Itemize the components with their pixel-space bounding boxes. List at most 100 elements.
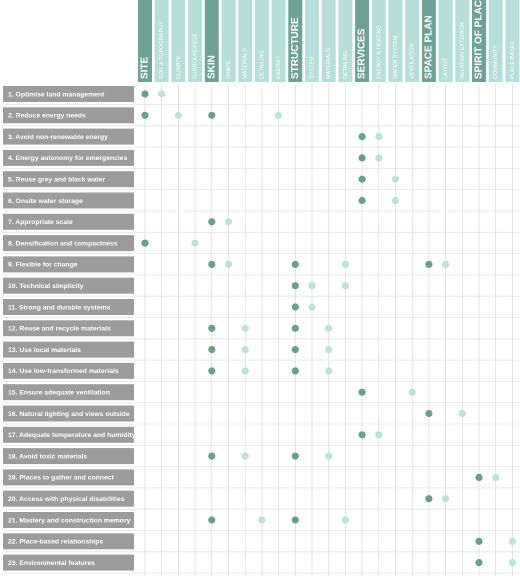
row-header	[3, 469, 134, 486]
dot	[291, 452, 299, 460]
row-label: 13. Use local materials	[8, 347, 81, 354]
row-header	[3, 426, 134, 443]
row-label: 19. Places to gather and connect	[8, 475, 114, 482]
row-header	[3, 384, 134, 401]
dot	[341, 282, 349, 290]
dot	[308, 282, 316, 290]
row-header	[3, 405, 134, 422]
dot	[358, 196, 366, 205]
column-header	[371, 0, 386, 82]
row-label: 4. Energy autonomy for emergencies	[8, 155, 128, 162]
dot	[208, 452, 216, 460]
dot	[158, 90, 166, 98]
row-header	[3, 320, 134, 337]
column-label: SPACE PLAN	[424, 15, 435, 79]
dot	[224, 260, 233, 268]
row-label: 9. Flexible for change	[8, 262, 78, 269]
column-header	[355, 0, 370, 82]
dot	[141, 111, 149, 119]
dot	[325, 367, 333, 375]
column-header	[488, 0, 503, 82]
dot	[208, 111, 216, 119]
row-label: 22. Place-based relationships	[8, 539, 103, 546]
dot	[442, 260, 450, 268]
column-label: MATERIALS	[326, 48, 332, 79]
dot	[508, 537, 516, 545]
row-header	[3, 213, 134, 230]
dot	[358, 175, 366, 183]
column-label: SOIL & TOPOGRAPHY	[159, 21, 165, 79]
column-header	[188, 0, 203, 82]
dot	[291, 346, 299, 354]
row-header	[3, 171, 134, 188]
row-header	[3, 128, 134, 145]
column-header	[305, 0, 319, 82]
row-header	[3, 490, 134, 507]
column-header	[505, 0, 520, 82]
dot	[141, 239, 149, 247]
dot	[391, 175, 400, 183]
row-header	[3, 554, 134, 571]
row-label: 8. Densification and compactness	[8, 240, 118, 247]
column-label: SKIN	[206, 55, 217, 79]
column-header	[288, 0, 303, 82]
dot	[241, 346, 249, 354]
row-header	[3, 277, 134, 294]
dot	[358, 154, 366, 162]
column-label: WATER SYSTEM	[393, 35, 399, 79]
column-label: MATERIALS	[243, 48, 249, 79]
row-header	[3, 235, 134, 252]
dot	[208, 516, 216, 524]
dot	[325, 324, 333, 332]
dot	[208, 260, 216, 268]
column-label: VENTILATION	[410, 43, 416, 79]
dot	[275, 111, 283, 119]
column-label: DETAILING	[259, 50, 265, 79]
column-header	[221, 0, 236, 82]
dot	[375, 154, 383, 162]
column-label: ENERGY	[276, 55, 282, 79]
dot	[291, 516, 299, 524]
row-header	[3, 299, 134, 315]
dot	[358, 388, 366, 396]
column-label: SURROUNDINGS	[193, 33, 199, 79]
row-header	[3, 149, 134, 166]
dot	[458, 409, 466, 418]
column-label: SPIRIT OF PLACE	[474, 0, 485, 79]
dot	[358, 133, 366, 141]
dot	[258, 516, 266, 524]
column-header	[405, 0, 420, 82]
row-label: 12. Reuse and recycle materials	[8, 326, 111, 333]
row-label: 3. Avoid non-renewable energy	[8, 134, 108, 141]
row-label: 18. Avoid toxic materials	[8, 453, 87, 460]
row-header	[3, 512, 134, 528]
row-label: 15. Ensure adequate ventilation	[8, 389, 110, 396]
row-header	[3, 448, 134, 465]
dot	[325, 346, 333, 354]
dot	[208, 218, 216, 226]
column-header	[338, 0, 353, 82]
row-label: 14. Use low-transformed materials	[8, 368, 119, 375]
column-header	[254, 0, 269, 82]
row-header	[3, 86, 134, 102]
row-header	[3, 362, 134, 379]
dot	[442, 495, 450, 503]
dot	[425, 409, 433, 418]
dot	[241, 367, 249, 375]
column-label: LAYOUT	[443, 57, 449, 79]
row-header	[3, 107, 134, 124]
row-label: 7. Appropriate scale	[8, 219, 73, 226]
dot	[341, 516, 349, 524]
dot	[475, 559, 483, 567]
dot	[291, 367, 299, 375]
row-header	[3, 256, 134, 273]
row-label: 1. Optimise land management	[8, 91, 105, 98]
dot	[475, 473, 483, 481]
row-label: 21. Mastery and construction memory	[8, 517, 131, 524]
dot	[341, 260, 349, 268]
dot	[241, 324, 249, 332]
dot	[308, 303, 316, 311]
row-label: 23. Environmental features	[8, 560, 95, 567]
column-label: DETAILING	[343, 50, 349, 79]
